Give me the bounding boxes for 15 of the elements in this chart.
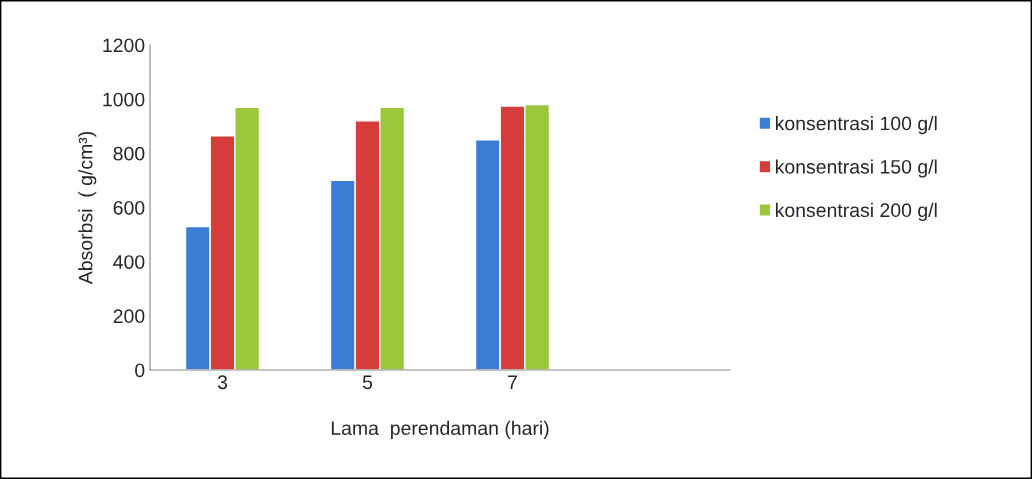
x-axis-title: Lama perendaman (hari) [331,420,549,439]
y-tick-label: 1200 [103,38,145,53]
y-tick-label: 200 [113,309,145,324]
legend-label: konsentrasi 150 g/l [775,159,937,178]
y-tick-label: 600 [113,200,145,215]
y-tick-label: 1000 [103,92,145,107]
y-axis-title: Absorbsi ( g/cm³) [78,131,97,285]
y-tick-label: 0 [135,363,145,378]
y-tick-label: 800 [113,146,145,161]
x-tick-label: 7 [508,375,517,389]
x-tick-label: 3 [217,375,228,390]
x-tick-label: 5 [362,375,373,390]
legend-label: konsentrasi 100 g/l [775,116,937,135]
y-tick-label: 400 [113,255,145,269]
legend-label: konsentrasi 200 g/l [775,202,937,221]
